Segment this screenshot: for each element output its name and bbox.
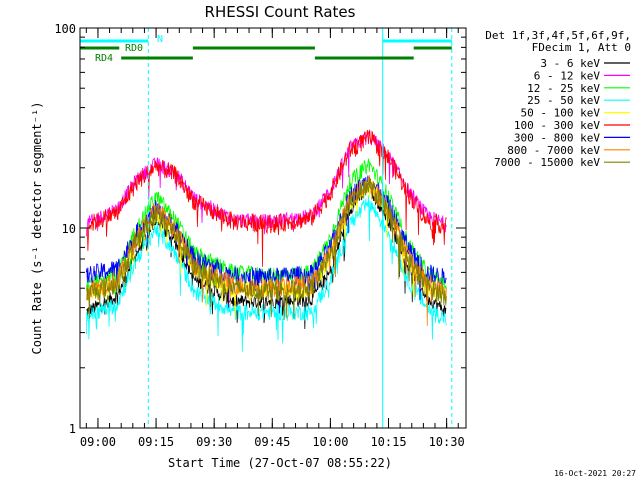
legend: Det 1f,3f,4f,5f,6f,9f, FDecim 1, Att 0 3… (485, 29, 631, 169)
legend-entry-label: 7000 - 15000 keV (494, 156, 600, 169)
flag-label-n: N (157, 34, 163, 45)
x-tick-label: 09:15 (138, 435, 174, 449)
render-timestamp: 16-Oct-2021 20:27 (554, 469, 636, 478)
y-tick-label: 10 (62, 222, 76, 236)
x-tick-label: 10:00 (312, 435, 348, 449)
x-tick-label: 09:30 (196, 435, 232, 449)
x-tick-label: 09:45 (254, 435, 290, 449)
legend-entry-label: 3 - 6 keV (540, 57, 600, 70)
series-line-100-300-kev (86, 129, 447, 267)
flag-label-rd4: RD4 (95, 53, 113, 64)
y-axis-label: Count Rate (s⁻¹ detector segment⁻¹) (30, 102, 44, 355)
legend-header-line-2: FDecim 1, Att 0 (532, 41, 631, 54)
x-axis-label: Start Time (27-Oct-07 08:55:22) (168, 456, 392, 470)
x-tick-label: 09:00 (80, 435, 116, 449)
x-tick-label: 10:30 (429, 435, 465, 449)
axis-ticks: 1 10 100 09:00 09:15 09:30 09:45 10:00 10:15 10:3… (54, 22, 466, 449)
legend-header-line-1: Det 1f,3f,4f,5f,6f,9f, (485, 29, 631, 42)
series-line-25-50-kev (85, 195, 447, 352)
x-tick-label: 10:15 (370, 435, 406, 449)
legend-entry-label: 6 - 12 keV (534, 69, 601, 82)
legend-entry-label: 800 - 7000 keV (507, 144, 600, 157)
series-line-7000-15000-kev (85, 177, 447, 321)
legend-entry-label: 100 - 300 keV (514, 119, 600, 132)
legend-entry-label: 50 - 100 keV (521, 107, 601, 120)
chart-title: RHESSI Count Rates (205, 3, 356, 21)
legend-entry-label: 25 - 50 keV (527, 94, 600, 107)
y-tick-label: 100 (54, 22, 76, 36)
flag-bars: N RD0 RD4 (80, 34, 452, 64)
y-tick-label: 1 (69, 422, 76, 436)
flag-label-rd0: RD0 (125, 43, 143, 54)
legend-entry-label: 12 - 25 keV (527, 82, 600, 95)
plot-data (85, 129, 447, 352)
legend-entry-label: 300 - 800 keV (514, 131, 600, 144)
